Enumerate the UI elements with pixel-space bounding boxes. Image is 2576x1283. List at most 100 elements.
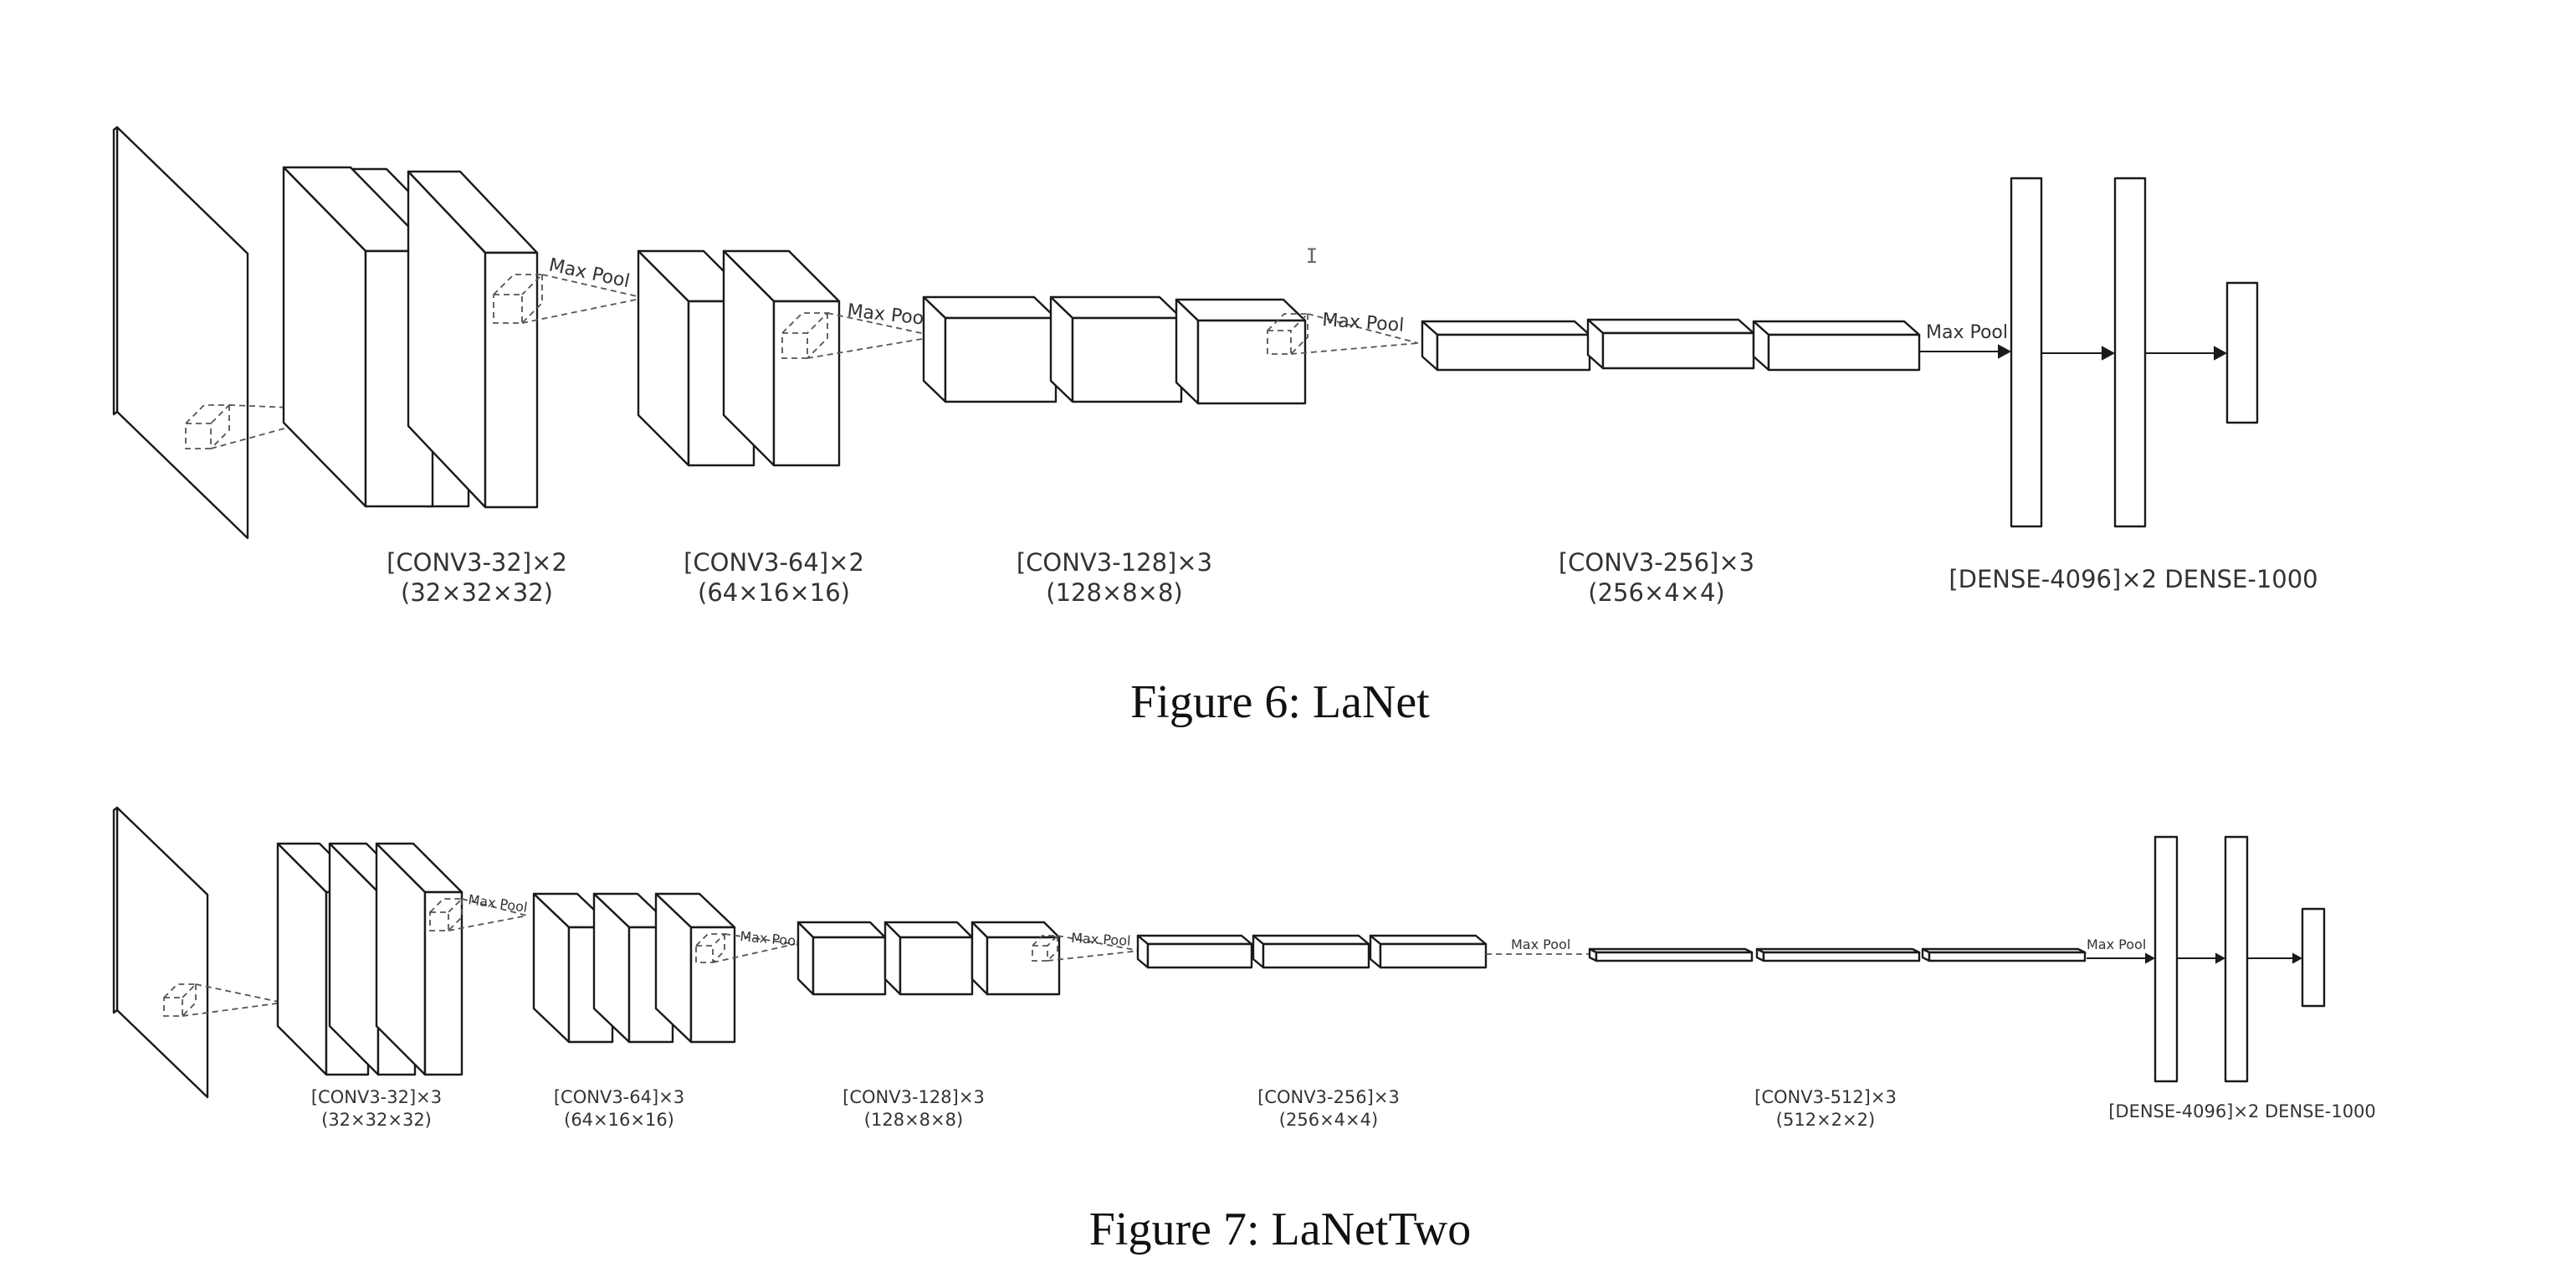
lanet-block-3-layer-1 (922, 295, 1058, 403)
lanet-block-2-shape: (64×16×16) (698, 578, 850, 607)
dashed-cube-side (712, 934, 725, 963)
lanet-arrow-to-dense-3 (2145, 346, 2227, 361)
dashed-ray-top (461, 898, 528, 916)
figure-lanettwo: Max Pool Max Pool Max Pool Max Pool Max Pool (112, 806, 2326, 1099)
arrow-head (1998, 344, 2011, 359)
lanet-block-3-shape: (128×8×8) (1046, 578, 1182, 607)
dashed-ray-top (1057, 935, 1140, 952)
dashed-cube-front (493, 294, 523, 324)
lanet-pool-label-2: Max Pool (846, 300, 930, 330)
dashed-ray-top (724, 933, 796, 945)
box-front-face (1595, 951, 1754, 962)
lanettwo-input-plane (112, 806, 209, 1099)
lanettwo-block-4-label: [CONV3-256]×3 (1257, 1087, 1400, 1107)
lanet-input-plane (112, 126, 249, 540)
lanettwo-pool-label-1: Max Pool (467, 891, 528, 916)
dashed-cube-top (185, 404, 232, 424)
arrow-head (2214, 346, 2227, 361)
lanet-caption: Figure 6: LaNet (1130, 676, 1430, 728)
arrow-head (2292, 952, 2302, 964)
lanettwo-block-3-layer-1 (796, 921, 887, 996)
lanet-block-2-pool-field (781, 312, 938, 359)
box-top-face (1752, 320, 1921, 336)
plane-edge (112, 806, 119, 1014)
box-front-face (899, 936, 974, 996)
lanet-dense-label: [DENSE-4096]×2 DENSE-1000 (1949, 565, 2317, 593)
lanettwo-block-5-layer-2 (1755, 947, 1921, 962)
lanettwo-arrow-to-dense-2 (2177, 952, 2225, 964)
dashed-ray-bottom (448, 915, 528, 931)
dashed-ray-top (195, 983, 284, 1003)
box-front-face (1762, 951, 1921, 962)
lanettwo-caption: Figure 7: LaNetTwo (1089, 1203, 1471, 1255)
box-front-face (423, 890, 463, 1076)
dashed-ray-bottom (1290, 342, 1419, 355)
lanettwo-block-2-pool-field (695, 933, 796, 963)
dashed-cube-front (429, 911, 449, 931)
lanet-block-4-shape: (256×4×4) (1588, 578, 1724, 607)
dashed-ray-top (541, 274, 645, 299)
arrow-head (2215, 952, 2225, 964)
lanettwo-dense-1000 (2301, 907, 2326, 1008)
box-front-face (772, 300, 841, 467)
lanet-block-2-layer-2 (722, 249, 841, 467)
lanettwo-block-5-layer-3 (1921, 947, 2087, 962)
box-top-face (1586, 318, 1755, 335)
lanet-pool-label-1: Max Pool (547, 254, 632, 292)
box-front-face (1436, 333, 1591, 372)
box-top-face (1421, 320, 1591, 336)
lanet-dense-4096-b (2113, 177, 2147, 528)
box-front-face (1146, 942, 1253, 969)
lanettwo-block-4-layer-1 (1136, 934, 1253, 969)
dashed-cube-side (448, 899, 463, 931)
lanet-dense-4096-a (2010, 177, 2043, 528)
lanet-pool-label-4: Max Pool (1926, 322, 2008, 343)
lanettwo-block-2-shape: (64×16×16) (564, 1110, 674, 1130)
box-front-face (812, 936, 887, 996)
lanettwo-arrow-to-dense-3 (2247, 952, 2302, 964)
dashed-cube-top (1267, 313, 1310, 331)
lanettwo-dense-4096-a (2153, 835, 2179, 1083)
dashed-cube-top (493, 274, 545, 295)
lanettwo-dense-4096-b (2224, 835, 2249, 1083)
lanettwo-pool-label-4: Max Pool (1511, 937, 1570, 952)
dashed-cube-side (807, 313, 828, 359)
text-cursor-icon: I (1306, 244, 1318, 268)
dashed-cube-front (163, 997, 183, 1017)
dashed-ray-bottom (1047, 950, 1140, 962)
lanet-arrow-to-dense-2 (2041, 346, 2115, 361)
lanettwo-block-1-label: [CONV3-32]×3 (311, 1087, 442, 1107)
lanettwo-block-1-shape: (32×32×32) (321, 1110, 432, 1130)
dashed-ray-top (827, 312, 938, 337)
lanettwo-input-receptive-field (163, 983, 284, 1017)
plane-face (115, 126, 249, 540)
box-top-face (1136, 934, 1253, 946)
dashed-cube-front (695, 945, 714, 963)
lanet-block-4-layer-1 (1421, 320, 1591, 372)
plane-edge (112, 126, 119, 416)
arrow-head (2145, 952, 2155, 964)
lanet-block-3-pool-field (1267, 313, 1419, 355)
dashed-ray-bottom (712, 943, 796, 963)
dashed-ray-bottom (182, 1002, 284, 1017)
box-front-face (1928, 951, 2087, 962)
dashed-ray-top (1307, 313, 1419, 344)
lanettwo-block-3-layer-2 (883, 921, 974, 996)
lanettwo-block-5-layer-1 (1588, 947, 1754, 962)
plane-face (115, 806, 209, 1099)
lanettwo-block-4-layer-3 (1369, 934, 1488, 969)
lanet-block-3-layer-2 (1049, 295, 1183, 403)
box-front-face (1071, 316, 1183, 403)
dashed-cube-side (1047, 936, 1058, 962)
lanettwo-block-3-layer-3 (970, 921, 1061, 996)
dashed-cube-front (781, 332, 808, 359)
lanet-block-2-label: [CONV3-64]×2 (684, 548, 864, 577)
lanet-block-1-pool-field (493, 274, 645, 324)
box-front-face (944, 316, 1058, 403)
lanettwo-block-3-pool-field (1032, 935, 1140, 962)
dashed-cube-side (182, 984, 197, 1017)
lanet-dense-1000 (2225, 281, 2259, 424)
box-front-face (1196, 319, 1307, 405)
dashed-ray-bottom (521, 297, 645, 324)
box-front-face (1601, 331, 1755, 370)
